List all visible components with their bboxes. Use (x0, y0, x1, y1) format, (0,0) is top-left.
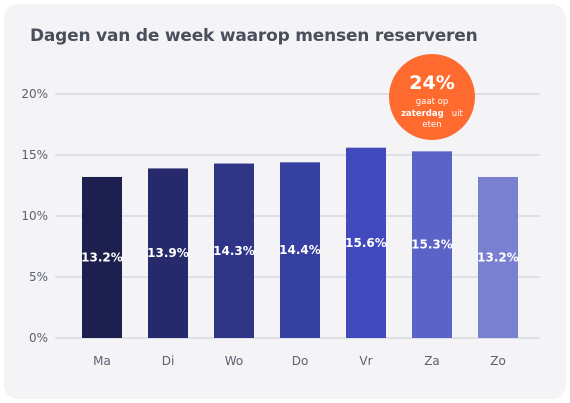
badge-line2: zaterdag uit (401, 101, 463, 120)
badge-line1: gaat op (416, 97, 448, 107)
x-tick-label: Do (292, 354, 309, 368)
bar (82, 176, 122, 338)
x-axis-labels: Ma Di Wo Do Vr Za Zo (93, 354, 506, 368)
bar-value-label: 13.9% (147, 246, 189, 260)
bar-value-label: 13.2% (477, 250, 519, 264)
y-tick-label: 15% (21, 148, 48, 162)
bar-value-label: 15.3% (411, 238, 453, 252)
x-tick-label: Zo (490, 354, 506, 368)
bar (280, 162, 320, 338)
y-axis-ticks: 0% 5% 10% 15% 20% (21, 87, 48, 345)
bar (478, 176, 518, 338)
y-tick-label: 5% (29, 270, 48, 284)
x-tick-label: Za (424, 354, 440, 368)
badge-line3: eten (422, 120, 441, 130)
x-tick-label: Wo (225, 354, 244, 368)
y-tick-label: 20% (21, 87, 48, 101)
bar (214, 163, 254, 338)
badge-line2-rest: uit (452, 109, 464, 119)
bars: 13.2% 13.9% 14.3% 14.4% 15.6% 15.3% 13.2% (81, 147, 519, 338)
bar (412, 151, 452, 338)
x-tick-label: Ma (93, 354, 111, 368)
badge-line2-bold: zaterdag (401, 109, 444, 119)
bar-value-label: 14.3% (213, 244, 255, 258)
chart-title: Dagen van de week waarop mensen reserver… (30, 26, 478, 46)
bar-value-label: 15.6% (345, 236, 387, 250)
y-tick-label: 0% (29, 331, 48, 345)
x-tick-label: Di (162, 354, 175, 368)
annotation-badge: 24% gaat op zaterdag uit eten (389, 54, 475, 140)
bar (346, 147, 386, 338)
x-tick-label: Vr (359, 354, 372, 368)
y-tick-label: 10% (21, 209, 48, 223)
badge-value: 24% (409, 72, 454, 94)
badge-circle (389, 54, 475, 140)
bar-value-label: 14.4% (279, 243, 321, 257)
bar (148, 168, 188, 338)
bar-value-label: 13.2% (81, 250, 123, 264)
